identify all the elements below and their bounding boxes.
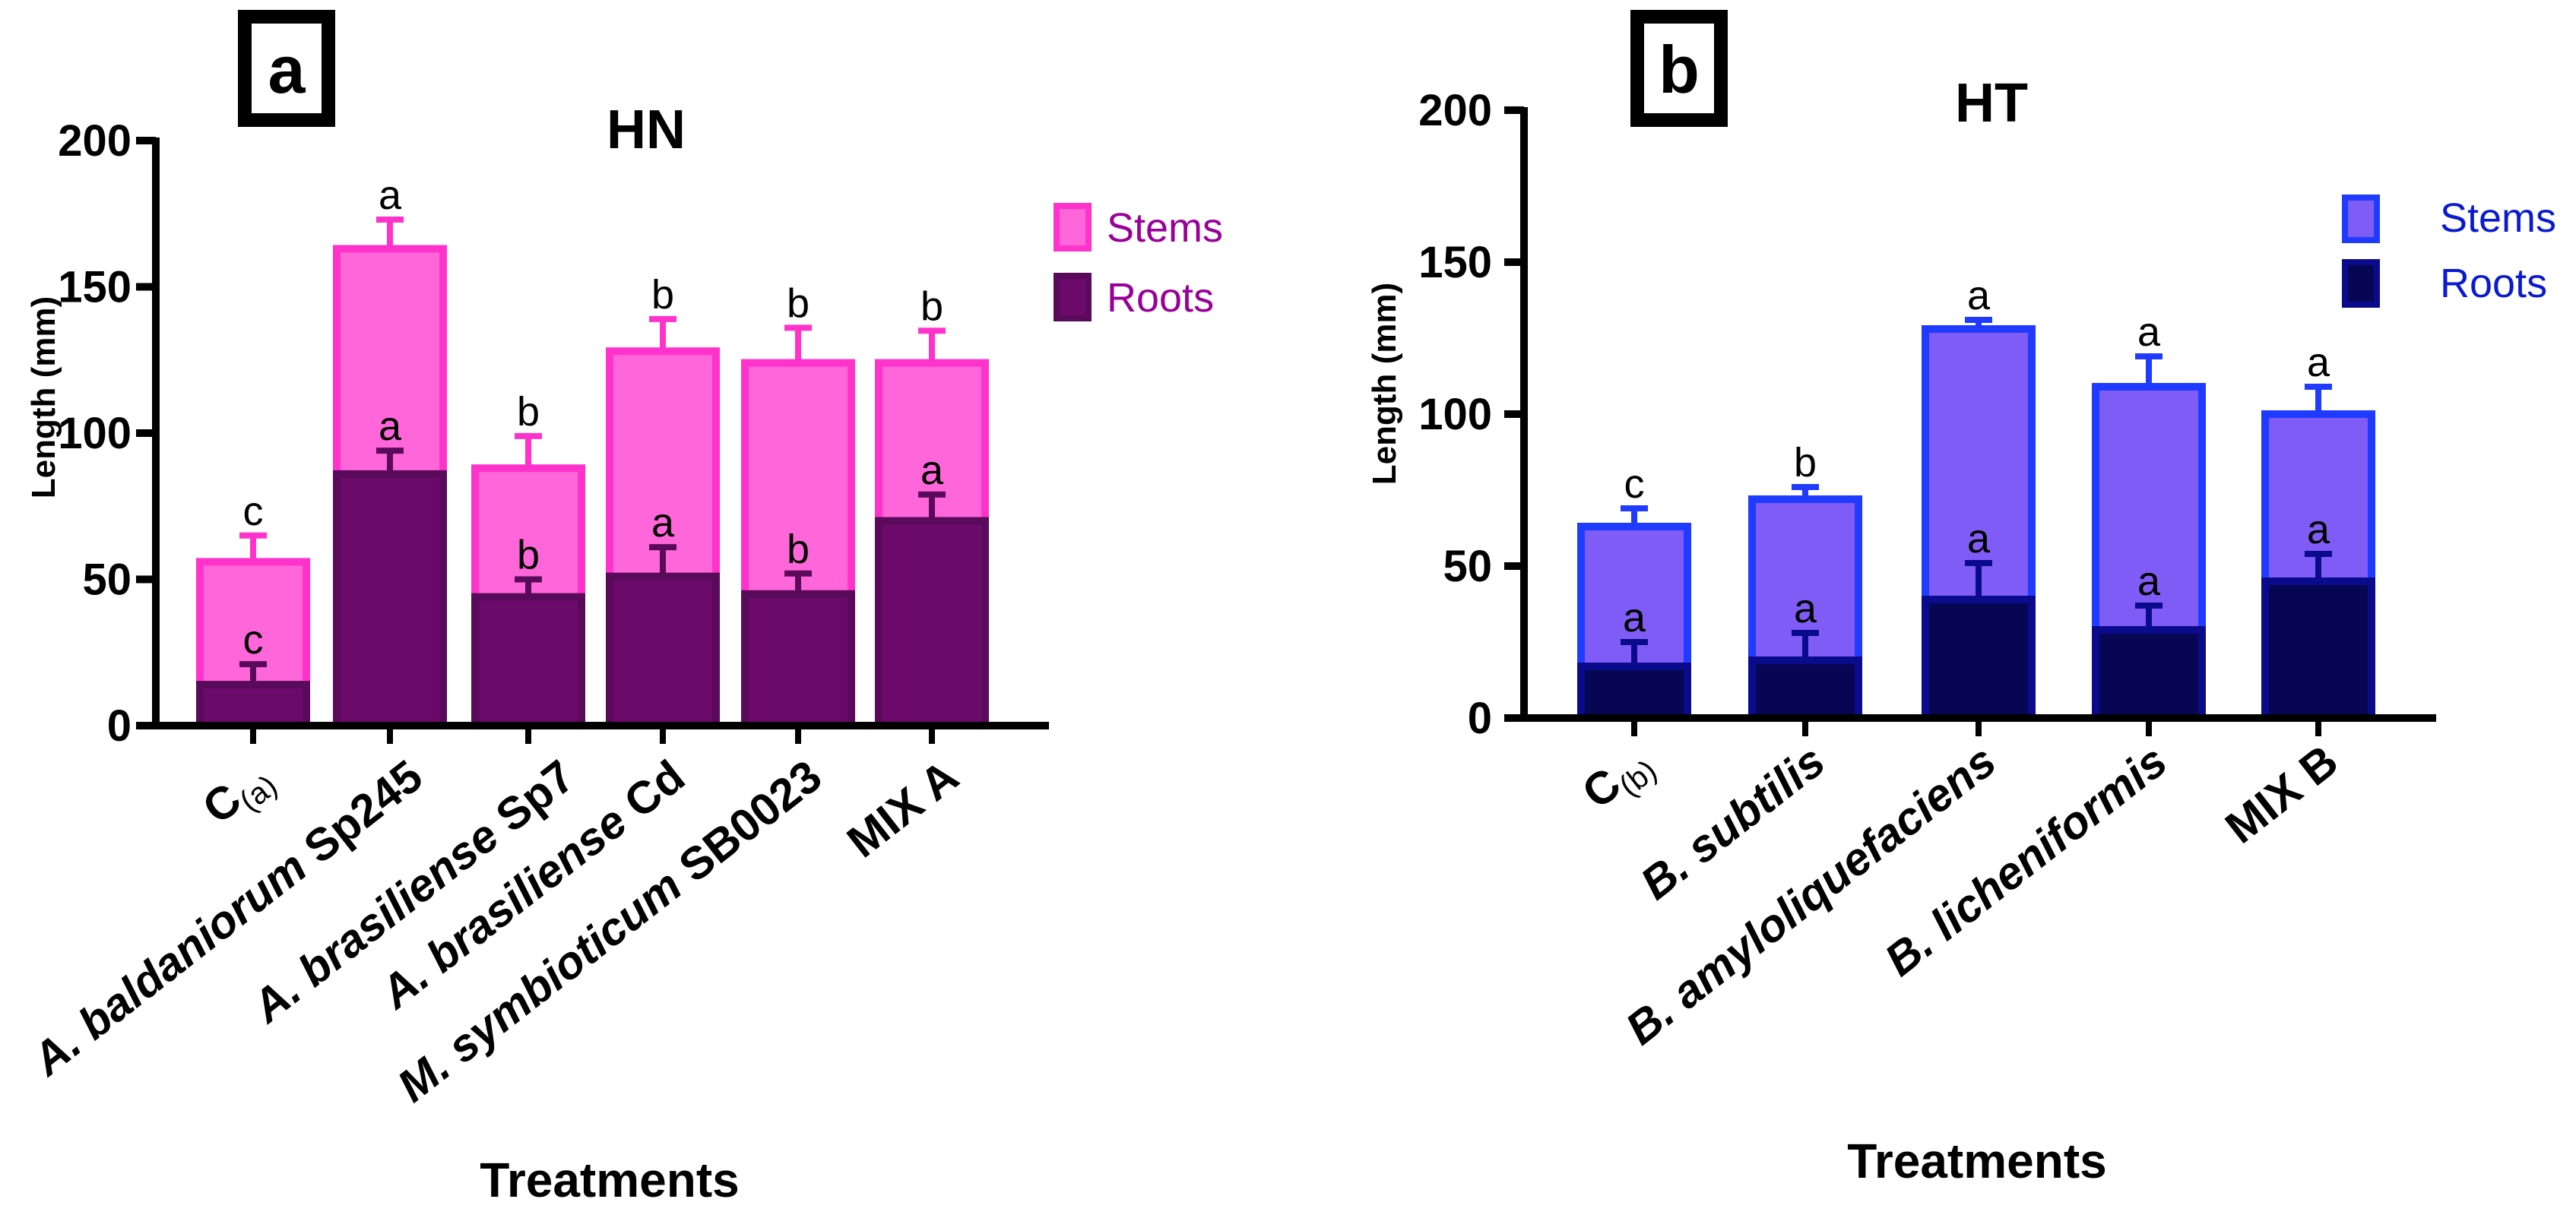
significance-letter-stems: a xyxy=(379,172,402,218)
significance-letter-stems: b xyxy=(920,283,943,329)
panel-b-xlabel: Treatments xyxy=(1847,1134,2106,1188)
panel-a-label: a xyxy=(268,32,306,107)
bar-roots xyxy=(741,590,855,729)
significance-letter-roots: c xyxy=(243,617,264,663)
significance-letter-roots: a xyxy=(920,448,944,493)
legend-b-stems-label: Stems xyxy=(2440,195,2556,241)
panel-b-label-box xyxy=(1630,10,1728,127)
significance-letter-stems: a xyxy=(1967,273,1991,318)
legend-a-roots-swatch xyxy=(1054,273,1092,321)
bar-roots xyxy=(333,470,447,730)
significance-letter-stems: b xyxy=(1794,440,1817,486)
legend-a-stems-swatch xyxy=(1054,203,1092,252)
bar-roots xyxy=(2092,626,2206,722)
significance-letter-roots: a xyxy=(1794,586,1817,631)
panel-b-ylabel: Length (mm) xyxy=(1366,283,1403,485)
bar-roots xyxy=(1577,663,1691,722)
bar-roots xyxy=(1922,596,2036,722)
category-label: C(b) xyxy=(1573,735,1663,823)
significance-letter-roots: a xyxy=(1623,595,1646,641)
category-label: MIX A xyxy=(838,750,968,867)
significance-letter-stems: a xyxy=(2307,340,2330,385)
panel-b: b HT Length (mm) Treatments caC(b)baB. s… xyxy=(1366,10,2556,1188)
significance-letter-stems: b xyxy=(517,389,540,435)
category-label: MIX B xyxy=(2216,735,2347,853)
category-label: B. licheniformis xyxy=(1875,735,2176,985)
y-tick-label: 0 xyxy=(1468,694,1492,743)
panel-a-label-box xyxy=(238,10,335,127)
panel-b-label: b xyxy=(1659,32,1700,107)
bar-roots xyxy=(606,572,720,730)
y-tick-label: 150 xyxy=(58,263,131,312)
bar-roots xyxy=(1748,656,1862,722)
significance-letter-roots: a xyxy=(651,500,675,546)
legend-a-roots-label: Roots xyxy=(1107,275,1214,321)
panel-b-title: HT xyxy=(1955,73,2028,134)
y-tick-label: 100 xyxy=(1418,390,1492,439)
y-tick-label: 200 xyxy=(1418,86,1492,135)
category-label: C(a) xyxy=(193,750,284,838)
bar-roots xyxy=(2261,577,2375,722)
panel-a-xlabel: Treatments xyxy=(480,1153,739,1207)
legend-b-roots-swatch xyxy=(2342,259,2380,308)
panel-a-legend: Stems Roots xyxy=(1054,203,1223,321)
panel-b-legend: Stems Roots xyxy=(2342,195,2556,308)
bar-roots xyxy=(471,593,585,729)
panel-a-ylabel: Length (mm) xyxy=(25,296,62,498)
significance-letter-roots: a xyxy=(2137,558,2161,604)
bar-roots xyxy=(196,681,310,729)
y-tick-label: 150 xyxy=(1418,238,1492,287)
y-tick-label: 50 xyxy=(1443,542,1492,591)
legend-a-stems-label: Stems xyxy=(1107,205,1223,251)
panel-a: a HN Length (mm) Treatments ccC(a)aaA. b… xyxy=(22,10,1223,1207)
significance-letter-roots: b xyxy=(517,533,540,578)
legend-b-roots-label: Roots xyxy=(2440,261,2547,306)
y-tick-label: 100 xyxy=(58,409,131,458)
significance-letter-stems: c xyxy=(243,489,264,534)
y-tick-label: 50 xyxy=(82,555,131,605)
legend-b-stems-swatch xyxy=(2342,195,2380,243)
significance-letter-roots: a xyxy=(379,403,402,449)
significance-letter-roots: b xyxy=(787,527,810,572)
significance-letter-stems: b xyxy=(651,272,674,318)
significance-letter-roots: a xyxy=(2307,507,2330,552)
panel-a-title: HN xyxy=(607,100,686,160)
y-tick-label: 0 xyxy=(107,701,131,751)
y-tick-label: 200 xyxy=(58,116,131,166)
significance-letter-stems: b xyxy=(787,280,810,326)
bar-roots xyxy=(875,517,989,729)
significance-letter-stems: c xyxy=(1624,461,1645,507)
significance-letter-stems: a xyxy=(2137,309,2161,355)
significance-letter-roots: a xyxy=(1967,516,1991,562)
